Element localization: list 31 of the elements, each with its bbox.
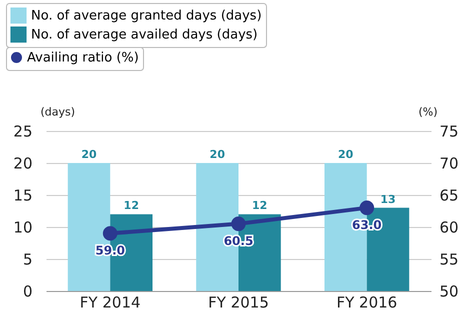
x-tick-label: FY 2016: [336, 294, 398, 312]
y-tick-label: 20: [13, 154, 32, 172]
y2-tick-label: 55: [440, 250, 459, 268]
data-label: 20: [81, 148, 97, 161]
point: [102, 226, 118, 241]
data-label: 59.0: [95, 243, 125, 258]
legend-label: Availing ratio (%): [27, 50, 139, 66]
y-tick-label: 15: [13, 186, 32, 204]
y-tick-label: 25: [13, 122, 32, 140]
y2-axis-title: (%): [418, 106, 438, 118]
y2-tick-label: 65: [440, 186, 459, 204]
data-label: 60.5: [224, 234, 254, 248]
y2-tick-label: 50: [440, 282, 459, 300]
y-tick-label: 5: [22, 250, 32, 268]
x-tick-label: FY 2014: [80, 294, 141, 312]
y-tick-label: 0: [22, 282, 32, 300]
y-tick-label: 10: [13, 218, 32, 236]
y-axis-title: (days): [40, 106, 76, 118]
y2-tick-label: 70: [440, 154, 459, 172]
legend-label: No. of average availed days (days): [31, 28, 258, 42]
legend-label: No. of average granted days (days): [31, 8, 262, 24]
data-label: 13: [380, 192, 396, 206]
data-label: 12: [124, 199, 139, 212]
x-tick-label: FY 2015: [208, 294, 269, 312]
point: [360, 200, 374, 216]
data-label: 12: [252, 199, 268, 212]
data-label: 20: [338, 148, 354, 161]
y2-tick-label: 75: [440, 122, 459, 140]
point: [231, 216, 246, 232]
data-label: 20: [210, 148, 226, 161]
y2-tick-label: 60: [440, 218, 459, 236]
